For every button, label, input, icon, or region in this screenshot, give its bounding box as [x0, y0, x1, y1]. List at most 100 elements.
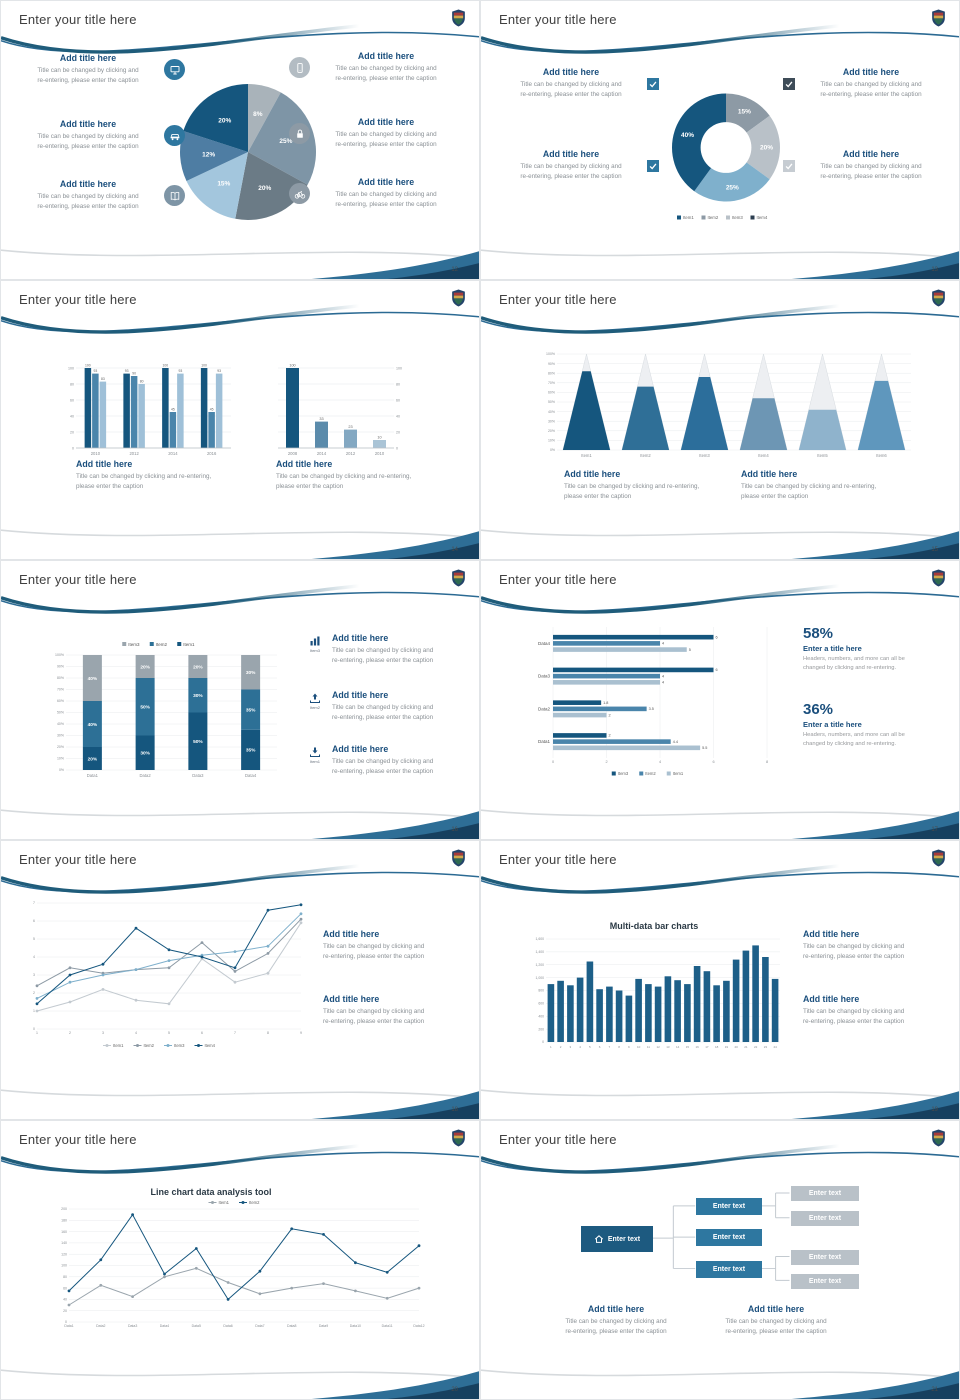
- caption-block: Add title here Title can be changed by c…: [741, 469, 876, 502]
- caption-block: Add title here Title can be changed by cl…: [491, 67, 659, 100]
- svg-text:20: 20: [734, 1045, 738, 1049]
- svg-text:6: 6: [712, 760, 714, 764]
- svg-text:2: 2: [33, 991, 35, 995]
- caption-block: Item1 Add title here Title can be changed…: [306, 744, 474, 777]
- book-icon: [164, 185, 185, 207]
- svg-text:40%: 40%: [88, 722, 98, 728]
- slide-15[interactable]: Enter your title here 15 0% 10% 20% 30% 40% 5…: [480, 280, 960, 560]
- caption-title: Add title here: [59, 53, 117, 63]
- slide-title: Enter your title here: [499, 292, 617, 307]
- svg-text:90%: 90%: [548, 362, 555, 366]
- svg-text:Data2: Data2: [96, 1324, 105, 1328]
- svg-text:20%: 20%: [258, 185, 271, 192]
- caption-text: re-entering, please enter the caption: [803, 1018, 905, 1026]
- svg-text:2010: 2010: [91, 451, 101, 456]
- svg-text:10: 10: [637, 1045, 641, 1049]
- svg-text:Data11: Data11: [382, 1324, 393, 1328]
- svg-text:100: 100: [201, 364, 207, 368]
- svg-text:17: 17: [705, 1045, 709, 1049]
- slide-content: 15% 20% 25% 40% Item1 Item2 Item3 Item4 Add tit…: [481, 1, 959, 279]
- slide-17[interactable]: Enter your title here 17 0 2 4 6 8 6 4 5 Data4 6 4…: [480, 560, 960, 840]
- svg-text:50%: 50%: [57, 711, 64, 715]
- slide-title: Enter your title here: [19, 292, 137, 307]
- svg-text:100: 100: [61, 1264, 67, 1268]
- caption-text: re-entering, please enter the caption: [332, 657, 434, 665]
- svg-text:35%: 35%: [246, 748, 256, 754]
- stat-text: Headers, numbers, and more can all be: [803, 656, 905, 662]
- svg-text:60: 60: [70, 398, 74, 402]
- svg-text:2016: 2016: [207, 451, 217, 456]
- download-icon: Item1: [306, 746, 324, 777]
- svg-text:40%: 40%: [548, 410, 555, 414]
- svg-text:2: 2: [609, 713, 611, 717]
- svg-text:8: 8: [618, 1045, 620, 1049]
- page-number: 21: [931, 1387, 938, 1393]
- stat-text: changed by clicking and re-entering.: [803, 740, 897, 747]
- svg-text:1.8: 1.8: [603, 701, 608, 705]
- svg-text:1,400: 1,400: [536, 950, 545, 954]
- svg-text:2: 2: [69, 1031, 71, 1035]
- svg-text:40: 40: [70, 414, 74, 418]
- slide-21[interactable]: Enter your title here 21 Enter text Ente…: [480, 1120, 960, 1400]
- stat-value: 36%: [803, 701, 834, 718]
- svg-text:80: 80: [63, 1275, 67, 1279]
- svg-text:80: 80: [70, 382, 74, 386]
- icon-label: Item1: [309, 759, 320, 764]
- slide-content: 0 20 40 60 80 100 100 93 83 2010 93 90 80 2012 100 45 93…: [1, 281, 479, 559]
- caption-title: Add title here: [542, 149, 600, 159]
- svg-text:Item1: Item1: [113, 1043, 124, 1048]
- box-label: Enter text: [712, 1266, 746, 1273]
- svg-text:70%: 70%: [548, 381, 555, 385]
- caption-block: Add title here Title can be changed by cl…: [289, 117, 469, 150]
- checkbox-icon: [647, 159, 659, 172]
- svg-text:12: 12: [656, 1045, 660, 1049]
- svg-text:6: 6: [716, 635, 718, 639]
- crest-logo: [932, 849, 945, 867]
- svg-text:40%: 40%: [57, 722, 64, 726]
- svg-text:100: 100: [289, 364, 295, 368]
- svg-text:0: 0: [552, 760, 554, 764]
- svg-text:20: 20: [396, 430, 400, 434]
- slide-content: 0 2 4 6 8 6 4 5 Data4 6 4 4 Data3 1.8 3.5 2 Data2 2 4.4 5.5…: [481, 561, 959, 839]
- caption-text: re-entering, please enter the caption: [37, 143, 139, 151]
- page-number: 18: [451, 1107, 458, 1113]
- svg-text:60: 60: [396, 398, 400, 402]
- caption-block: Add title here Title can be changed by c…: [803, 929, 904, 962]
- svg-text:16: 16: [695, 1045, 699, 1049]
- caption-text: re-entering, please enter the caption: [323, 953, 425, 961]
- caption-text: re-entering, please enter the caption: [335, 201, 437, 209]
- box-label: Enter text: [712, 1234, 746, 1241]
- caption-text: Title can be changed by clicking and: [520, 81, 622, 88]
- svg-text:12%: 12%: [202, 152, 215, 159]
- svg-text:Item2: Item2: [156, 642, 168, 647]
- pie-chart: 8% 25% 20% 15% 12% 20%: [178, 82, 318, 222]
- slide-content: 0% 10% 20% 30% 40% 50% 60% 70% 80% 90% 100% Item1 It…: [481, 281, 959, 559]
- svg-text:20: 20: [70, 430, 74, 434]
- slide-content: Line chart data analysis tool 0 20 40 60 80 1…: [1, 1121, 479, 1399]
- svg-text:30%: 30%: [57, 734, 64, 738]
- caption-text: Title can be changed by clicking and: [37, 193, 139, 200]
- slide-title: Enter your title here: [19, 12, 137, 27]
- svg-text:100: 100: [85, 364, 91, 368]
- slide-16[interactable]: Enter your title here 16 Item3 Item2 Item1…: [0, 560, 480, 840]
- caption-text: please enter the caption: [741, 493, 809, 501]
- connector-lines: [652, 1192, 790, 1281]
- svg-text:2012: 2012: [129, 451, 139, 456]
- caption-text: Title can be changed by clicking and: [803, 943, 905, 950]
- stat-block: 36% Enter a title here Headers, numbers,…: [803, 701, 905, 748]
- svg-text:23: 23: [764, 1045, 768, 1049]
- slide-20[interactable]: Enter your title here 20 Line chart data…: [0, 1120, 480, 1400]
- slide-13[interactable]: Enter your title here 13 15% 20% 25% 40% Ite…: [480, 0, 960, 280]
- page-number: 19: [931, 1107, 938, 1113]
- svg-text:1,600: 1,600: [536, 937, 545, 941]
- svg-text:5: 5: [33, 937, 35, 941]
- line-chart: 0 20 40 60 80 100 120 140 160 180 200 Data1 Data2 Dat…: [53, 1197, 425, 1335]
- slide-12[interactable]: Enter your title here 12 8% 25% 20% 15% 12% 2…: [0, 0, 480, 280]
- svg-text:50%: 50%: [140, 705, 150, 711]
- svg-text:35%: 35%: [246, 707, 256, 713]
- slide-14[interactable]: Enter your title here 14 0 20 40 60 80 100 100…: [0, 280, 480, 560]
- svg-text:40%: 40%: [88, 676, 98, 682]
- slide-19[interactable]: Enter your title here 19 Multi-data bar …: [480, 840, 960, 1120]
- svg-text:Item3: Item3: [174, 1043, 185, 1048]
